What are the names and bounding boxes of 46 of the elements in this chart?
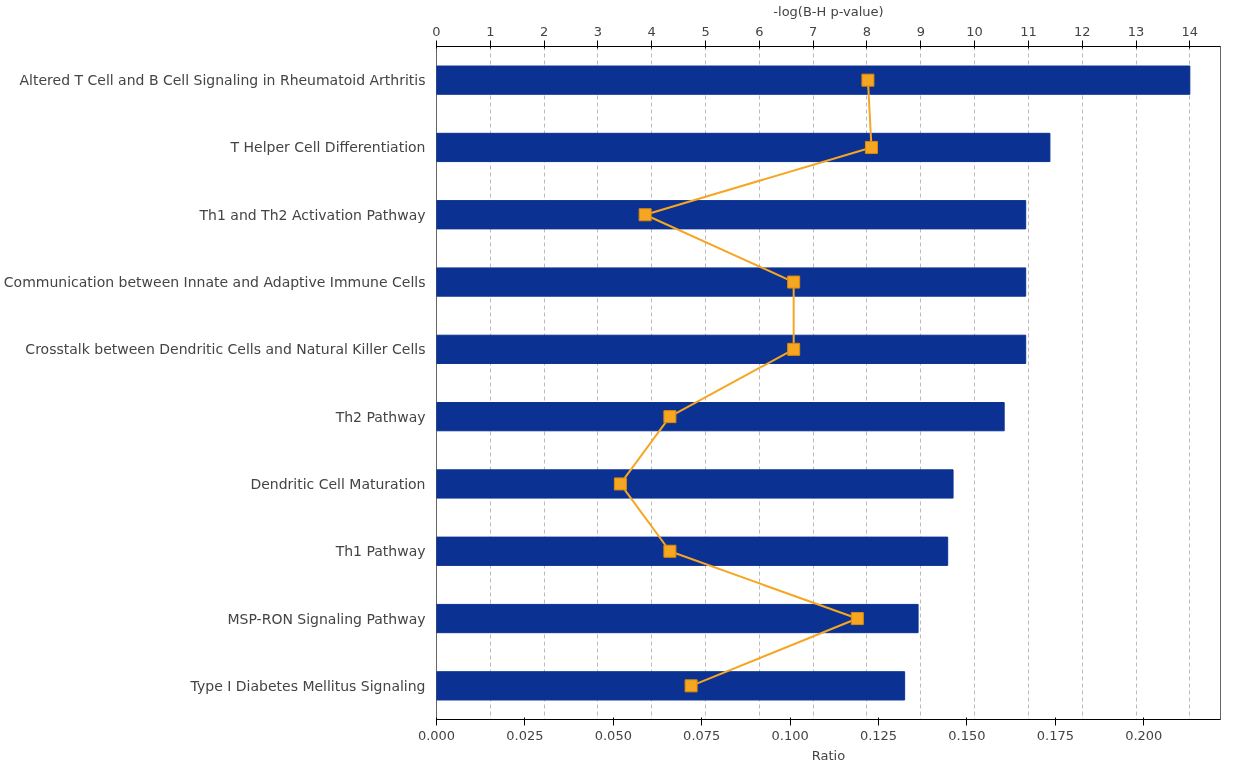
x2-tick-label: 0: [432, 23, 441, 39]
point: [861, 73, 875, 87]
x2-tick-label: 1: [486, 23, 495, 39]
x-axis-title: Ratio: [811, 747, 846, 763]
x2-tick-label: 9: [916, 23, 925, 39]
x-tick-label: 0.025: [506, 727, 544, 743]
y-tick-label: Th2 Pathway: [334, 408, 426, 425]
y-tick-label: Th1 Pathway: [334, 543, 426, 560]
y-tick-label: Crosstalk between Dendritic Cells and Natural Killer Cells: [25, 341, 426, 358]
point: [613, 477, 627, 491]
point: [787, 342, 801, 356]
y-tick-label: Communication between Innate and Adaptive Immune Cells: [3, 274, 426, 291]
x2-tick-label: 13: [1127, 23, 1145, 39]
x-tick-label: 0.200: [1125, 727, 1163, 743]
x2-tick-label: 5: [701, 23, 710, 39]
point: [850, 612, 864, 626]
x2-tick-label: 8: [862, 23, 872, 39]
x2-axis-title: -log(B-H p-value): [773, 3, 884, 19]
x2-tick-label: 7: [809, 23, 818, 39]
x2-tick-label: 3: [593, 23, 603, 39]
x2-tick-label: 14: [1181, 23, 1199, 39]
point: [663, 410, 677, 424]
x-tick-label: 0.075: [683, 727, 721, 743]
x2-tick-label: 6: [755, 23, 764, 39]
x2-tick-label: 11: [1020, 23, 1037, 39]
x-tick-label: 0.125: [859, 727, 898, 743]
x2-tick-label: 12: [1073, 23, 1091, 39]
point: [684, 679, 698, 693]
x2-tick-label: 4: [647, 23, 656, 39]
y-tick-label: Type I Diabetes Mellitus Signaling: [189, 677, 426, 694]
x2-tick-label: 2: [539, 23, 549, 39]
x-tick-label: 0.100: [771, 727, 809, 743]
point: [787, 275, 801, 289]
x-tick-label: 0.050: [594, 727, 632, 743]
y-tick-label: Altered T Cell and B Cell Signaling in Rheumatoid Arthritis: [19, 72, 426, 89]
point: [638, 208, 652, 222]
x-tick-label: 0.150: [948, 727, 986, 743]
x-tick-label: 0.000: [417, 727, 456, 743]
y-tick-label: Th1 and Th2 Activation Pathway: [198, 206, 426, 223]
point: [663, 544, 677, 558]
y-tick-label: MSP-RON Signaling Pathway: [227, 610, 426, 627]
x-tick-label: 0.175: [1036, 727, 1074, 743]
y-tick-label: T Helper Cell Differentiation: [229, 139, 426, 156]
point: [864, 140, 878, 154]
y-tick-label: Dendritic Cell Maturation: [250, 475, 426, 492]
x2-tick-label: 10: [966, 23, 983, 39]
